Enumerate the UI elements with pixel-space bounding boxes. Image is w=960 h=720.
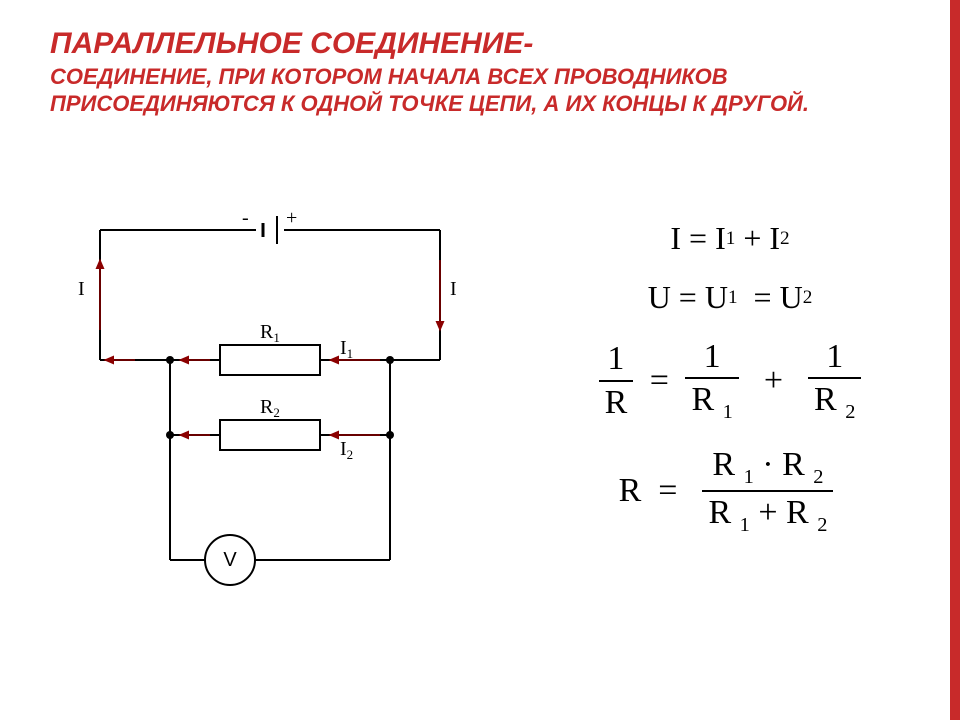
svg-text:I: I <box>450 278 457 300</box>
svg-text:-: - <box>242 207 249 229</box>
svg-text:+: + <box>286 207 297 229</box>
frac-1R1: 1 R 1 <box>685 338 738 424</box>
formula-current: I = I1 + I2 <box>530 220 930 257</box>
sub-2: 2 <box>780 228 790 250</box>
svg-text:I2: I2 <box>340 438 353 462</box>
sub-1: 1 <box>728 287 738 309</box>
title-sub: СОЕДИНЕНИЕ, ПРИ КОТОРОМ НАЧАЛА ВСЕХ ПРОВ… <box>50 63 910 118</box>
svg-text:I1: I1 <box>340 337 353 361</box>
formula-voltage: U = U1 = U2 <box>530 279 930 316</box>
sym-I2: I <box>769 220 780 257</box>
accent-bar <box>950 0 960 720</box>
svg-text:I: I <box>78 278 85 300</box>
formulas: I = I1 + I2 U = U1 = U2 1 R = 1 R 1 + 1 … <box>530 220 930 660</box>
circuit-svg: V - + I I R1 R2 I1 I2 <box>60 210 480 630</box>
svg-text:V: V <box>223 549 237 571</box>
sym-U: U <box>648 279 671 316</box>
svg-text:R1: R1 <box>260 321 280 345</box>
sym-I1: I <box>715 220 726 257</box>
formula-reciprocal: 1 R = 1 R 1 + 1 R 2 <box>530 338 930 424</box>
formula-product: R = R 1 · R 2 R 1 + R 2 <box>530 446 930 536</box>
frac-R1R2: R 1 · R 2 R 1 + R 2 <box>702 446 833 536</box>
frac-1R2: 1 R 2 <box>808 338 861 424</box>
sym-R: R <box>619 472 642 510</box>
sym-U2: U <box>780 279 803 316</box>
svg-text:R2: R2 <box>260 396 280 420</box>
sub-1: 1 <box>726 228 736 250</box>
sub-2: 2 <box>803 287 813 309</box>
circuit-diagram: V - + I I R1 R2 I1 I2 <box>60 210 480 630</box>
frac-1R: 1 R <box>599 340 634 421</box>
title-main: ПАРАЛЛЕЛЬНОЕ СОЕДИНЕНИЕ- <box>50 25 910 63</box>
title: ПАРАЛЛЕЛЬНОЕ СОЕДИНЕНИЕ- СОЕДИНЕНИЕ, ПРИ… <box>50 25 910 118</box>
sym-I: I <box>670 220 681 257</box>
sym-U1: U <box>705 279 728 316</box>
